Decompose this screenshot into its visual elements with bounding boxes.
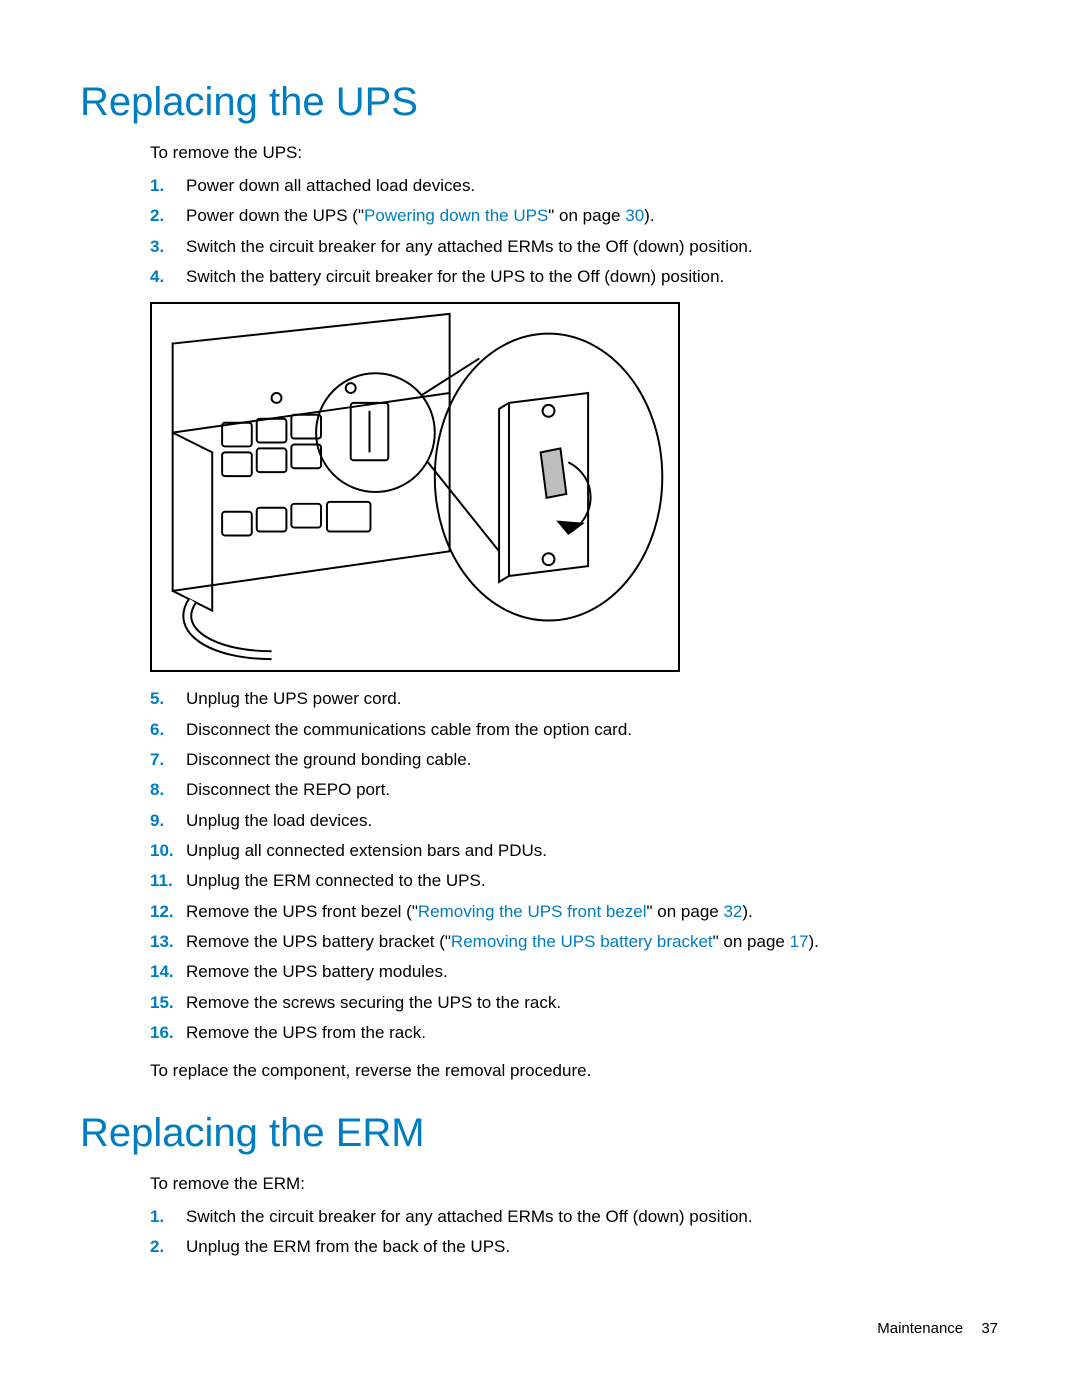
step-item: 1. Switch the circuit breaker for any att… (150, 1204, 1000, 1230)
step-number: 4. (150, 264, 164, 290)
step-number: 3. (150, 234, 164, 260)
step-item: 2. Power down the UPS ("Powering down the… (150, 203, 1000, 229)
step-item: 9. Unplug the load devices. (150, 808, 1000, 834)
cross-reference-link[interactable]: 17 (790, 932, 809, 951)
step-text: Disconnect the REPO port. (186, 780, 390, 799)
page-footer: Maintenance 37 (877, 1320, 998, 1337)
step-text: Remove the UPS battery bracket (" (186, 932, 451, 951)
step-item: 6. Disconnect the communications cable fr… (150, 717, 1000, 743)
step-text: Disconnect the communications cable from… (186, 720, 632, 739)
step-text: Switch the battery circuit breaker for t… (186, 267, 724, 286)
step-item: 3. Switch the circuit breaker for any att… (150, 234, 1000, 260)
step-text: ). (644, 206, 654, 225)
cross-reference-link[interactable]: Powering down the UPS (364, 206, 548, 225)
footer-label: Maintenance (877, 1320, 963, 1337)
step-text: Remove the screws securing the UPS to th… (186, 993, 561, 1012)
section1-steps-second: 5. Unplug the UPS power cord. 6. Disconnect… (150, 686, 1000, 1046)
step-number: 2. (150, 1234, 164, 1260)
cross-reference-link[interactable]: 32 (723, 902, 742, 921)
heading-replacing-erm: Replacing the ERM (80, 1111, 1000, 1156)
step-item: 4. Switch the battery circuit breaker for… (150, 264, 1000, 290)
step-number: 5. (150, 686, 164, 712)
step-text: Unplug all connected extension bars and … (186, 841, 547, 860)
step-text: Switch the circuit breaker for any attac… (186, 1207, 753, 1226)
step-text: Remove the UPS front bezel (" (186, 902, 418, 921)
cross-reference-link[interactable]: Removing the UPS front bezel (418, 902, 647, 921)
step-text: Power down the UPS (" (186, 206, 364, 225)
section2-body: To remove the ERM: 1. Switch the circuit … (80, 1174, 1000, 1261)
step-number: 1. (150, 173, 164, 199)
step-number: 11. (150, 868, 173, 894)
step-item: 13. Remove the UPS battery bracket ("Remo… (150, 929, 1000, 955)
ups-breaker-figure (150, 302, 680, 672)
section1-steps-first: 1. Power down all attached load devices. 2… (150, 173, 1000, 290)
step-text: Unplug the ERM connected to the UPS. (186, 871, 486, 890)
step-number: 10. (150, 838, 174, 864)
step-text: " on page (713, 932, 790, 951)
step-text: Power down all attached load devices. (186, 176, 475, 195)
section1-intro: To remove the UPS: (150, 143, 1000, 163)
step-number: 9. (150, 808, 164, 834)
step-item: 10. Unplug all connected extension bars a… (150, 838, 1000, 864)
step-number: 12. (150, 899, 174, 925)
step-text: Unplug the ERM from the back of the UPS. (186, 1237, 510, 1256)
step-text: Remove the UPS battery modules. (186, 962, 448, 981)
step-number: 2. (150, 203, 164, 229)
footer-page-number: 37 (981, 1320, 998, 1337)
heading-replacing-ups: Replacing the UPS (80, 80, 1000, 125)
step-item: 14. Remove the UPS battery modules. (150, 959, 1000, 985)
step-item: 2. Unplug the ERM from the back of the UP… (150, 1234, 1000, 1260)
step-number: 14. (150, 959, 174, 985)
page-content: Replacing the UPS To remove the UPS: 1. P… (80, 80, 1000, 1264)
cross-reference-link[interactable]: Removing the UPS battery bracket (451, 932, 713, 951)
step-number: 15. (150, 990, 174, 1016)
step-number: 1. (150, 1204, 164, 1230)
step-number: 13. (150, 929, 174, 955)
step-text: " on page (548, 206, 625, 225)
step-item: 12. Remove the UPS front bezel ("Removing… (150, 899, 1000, 925)
step-text: Unplug the UPS power cord. (186, 689, 401, 708)
section1-body: To remove the UPS: 1. Power down all atta… (80, 143, 1000, 1081)
step-item: 8. Disconnect the REPO port. (150, 777, 1000, 803)
step-item: 15. Remove the screws securing the UPS to… (150, 990, 1000, 1016)
step-item: 7. Disconnect the ground bonding cable. (150, 747, 1000, 773)
step-item: 5. Unplug the UPS power cord. (150, 686, 1000, 712)
step-text: Unplug the load devices. (186, 811, 372, 830)
step-number: 16. (150, 1020, 174, 1046)
step-text: Switch the circuit breaker for any attac… (186, 237, 753, 256)
step-text: Disconnect the ground bonding cable. (186, 750, 471, 769)
step-text: Remove the UPS from the rack. (186, 1023, 426, 1042)
step-text: " on page (647, 902, 724, 921)
section2-intro: To remove the ERM: (150, 1174, 1000, 1194)
step-item: 16. Remove the UPS from the rack. (150, 1020, 1000, 1046)
step-item: 11. Unplug the ERM connected to the UPS. (150, 868, 1000, 894)
section1-closing: To replace the component, reverse the re… (150, 1061, 1000, 1081)
step-number: 7. (150, 747, 164, 773)
section2-steps: 1. Switch the circuit breaker for any att… (150, 1204, 1000, 1261)
cross-reference-link[interactable]: 30 (625, 206, 644, 225)
step-number: 6. (150, 717, 164, 743)
step-text: ). (742, 902, 752, 921)
step-item: 1. Power down all attached load devices. (150, 173, 1000, 199)
step-text: ). (809, 932, 819, 951)
step-number: 8. (150, 777, 164, 803)
